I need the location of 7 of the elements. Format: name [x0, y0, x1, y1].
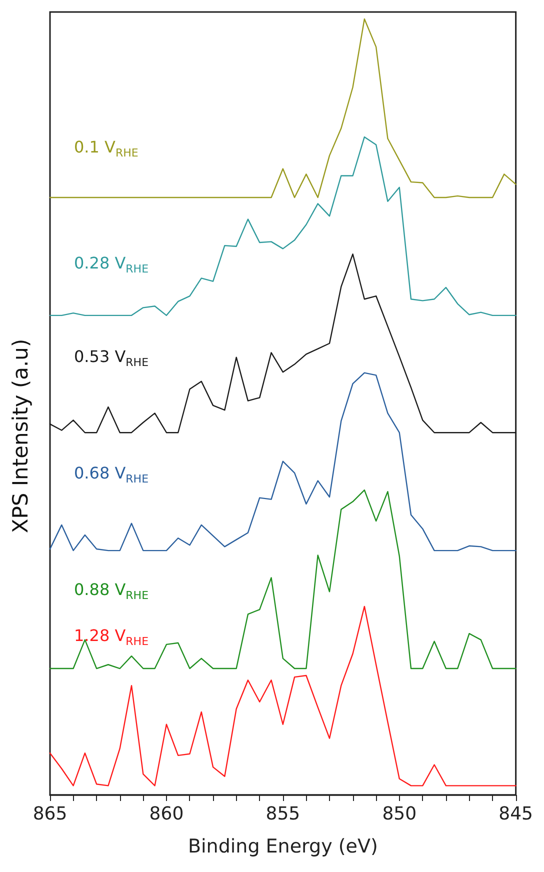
x-tick-label: 865 — [32, 804, 68, 824]
x-tick-label: 845 — [498, 804, 533, 824]
y-axis-title: XPS Intensity (a.u) — [8, 338, 32, 534]
x-tick-label: 850 — [382, 804, 417, 824]
x-axis-title: Binding Energy (eV) — [188, 836, 378, 858]
x-tick-label: 855 — [266, 804, 300, 824]
x-tick-label: 860 — [149, 804, 184, 824]
